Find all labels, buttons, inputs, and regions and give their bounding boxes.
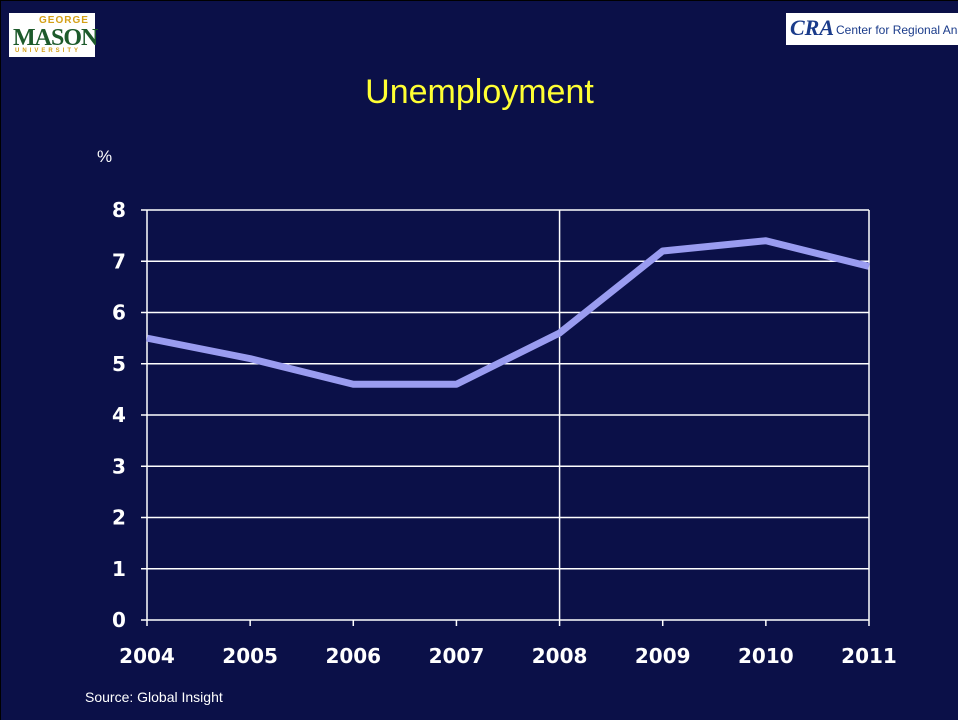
y-tick-label: 6	[112, 301, 126, 325]
y-tick-label: 0	[112, 608, 126, 632]
x-tick-label: 2009	[635, 644, 691, 668]
x-tick-label: 2010	[738, 644, 794, 668]
y-tick-label: 8	[112, 198, 126, 222]
x-tick-label: 2006	[325, 644, 381, 668]
cra-logo-text: Center for Regional Analysis	[836, 23, 958, 37]
cra-mark: CRA	[790, 15, 835, 40]
y-tick-label: 1	[112, 557, 126, 581]
y-tick-label: 3	[112, 454, 126, 478]
y-tick-label: 2	[112, 506, 126, 530]
x-tick-label: 2011	[841, 644, 897, 668]
x-tick-label: 2004	[119, 644, 175, 668]
source-note: Source: Global Insight	[85, 689, 223, 705]
y-tick-label: 4	[112, 403, 126, 427]
y-tick-label: 5	[112, 352, 126, 376]
x-tick-label: 2007	[429, 644, 485, 668]
cra-logo: CRA Center for Regional Analysis	[786, 13, 958, 45]
george-mason-logo: GEORGE MASON UNIVERSITY	[9, 13, 98, 57]
chart-title: Unemployment	[365, 73, 594, 111]
y-tick-label: 7	[112, 249, 126, 273]
x-tick-label: 2008	[532, 644, 588, 668]
x-tick-label: 2005	[222, 644, 278, 668]
logo-main-text: MASON	[13, 25, 98, 51]
series-line	[146, 237, 870, 388]
y-axis-unit-label: %	[97, 147, 113, 166]
logo-bottom-text: UNIVERSITY	[15, 48, 82, 54]
logo-top-text: GEORGE	[39, 15, 89, 26]
